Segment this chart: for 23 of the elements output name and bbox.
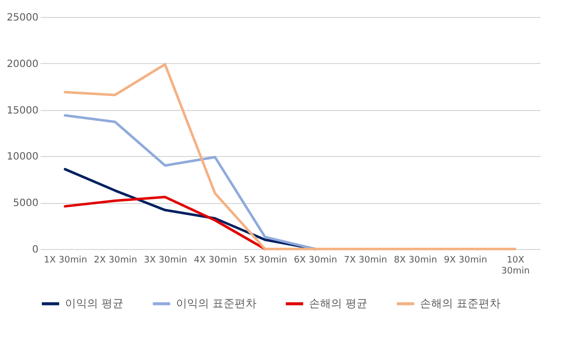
y-tick-label: 0 bbox=[32, 244, 38, 256]
y-tick-label: 20000 bbox=[6, 58, 38, 70]
legend-label: 손해의 표준편차 bbox=[420, 296, 500, 310]
y-tick-label: 5000 bbox=[13, 198, 38, 210]
x-tick-label: 2X 30min bbox=[94, 256, 138, 266]
legend-label: 이익의 표준편차 bbox=[176, 296, 256, 310]
x-tick-label: 7X 30min bbox=[344, 256, 388, 266]
x-tick-label: 5X 30min bbox=[244, 256, 288, 266]
line-series bbox=[64, 63, 516, 250]
legend-label: 이익의 평균 bbox=[65, 296, 124, 310]
x-tick-label: 9X 30min bbox=[444, 256, 488, 266]
y-tick-label: 10000 bbox=[6, 152, 38, 163]
y-tick-label: 25000 bbox=[6, 12, 38, 24]
x-tick-label: 4X 30min bbox=[194, 256, 238, 266]
x-tick-label: 10X 30min bbox=[501, 256, 530, 276]
line-series bbox=[64, 114, 316, 250]
x-tick-label: 6X 30min bbox=[294, 256, 338, 266]
legend-label: 손해의 평균 bbox=[309, 296, 368, 310]
y-tick-label: 15000 bbox=[6, 105, 38, 116]
x-tick-label: 3X 30min bbox=[144, 256, 188, 266]
line-series bbox=[64, 196, 266, 250]
x-tick-label: 1X 30min bbox=[44, 256, 88, 266]
x-tick-label: 8X 30min bbox=[394, 256, 438, 266]
